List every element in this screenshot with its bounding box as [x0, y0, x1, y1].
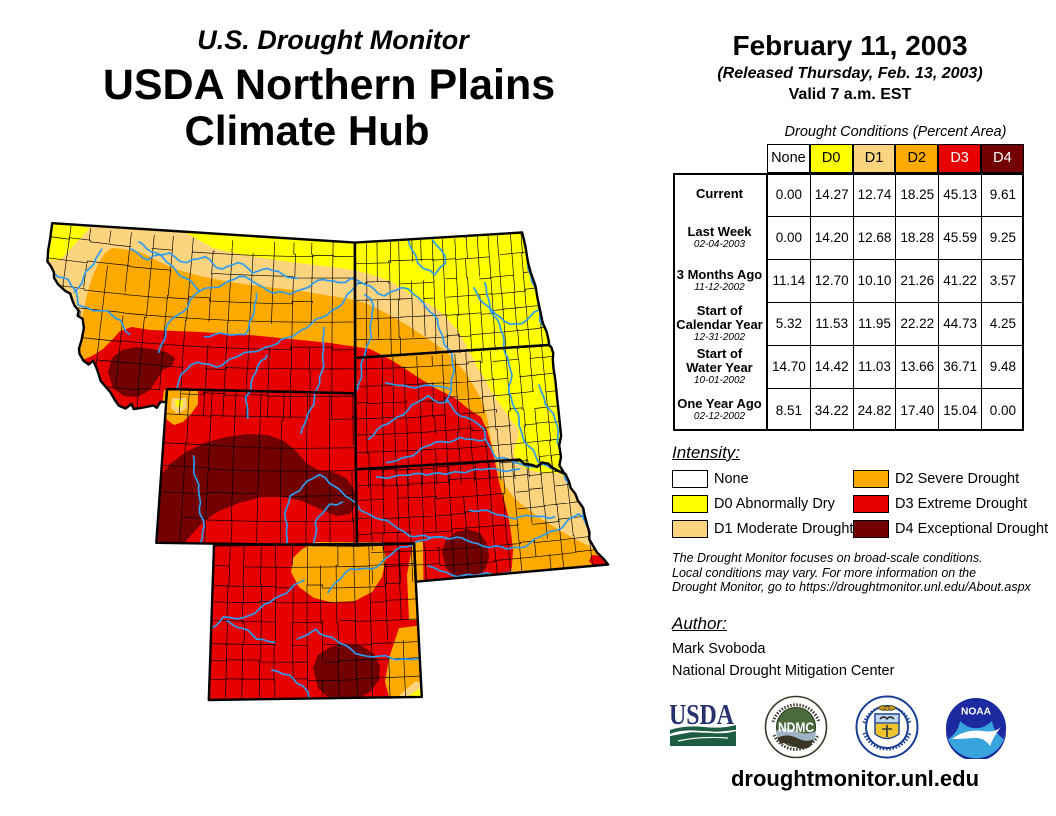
- svg-text:USDA: USDA: [670, 700, 734, 731]
- svg-text:NOAA: NOAA: [961, 706, 991, 718]
- svg-text:NDMC: NDMC: [778, 720, 814, 735]
